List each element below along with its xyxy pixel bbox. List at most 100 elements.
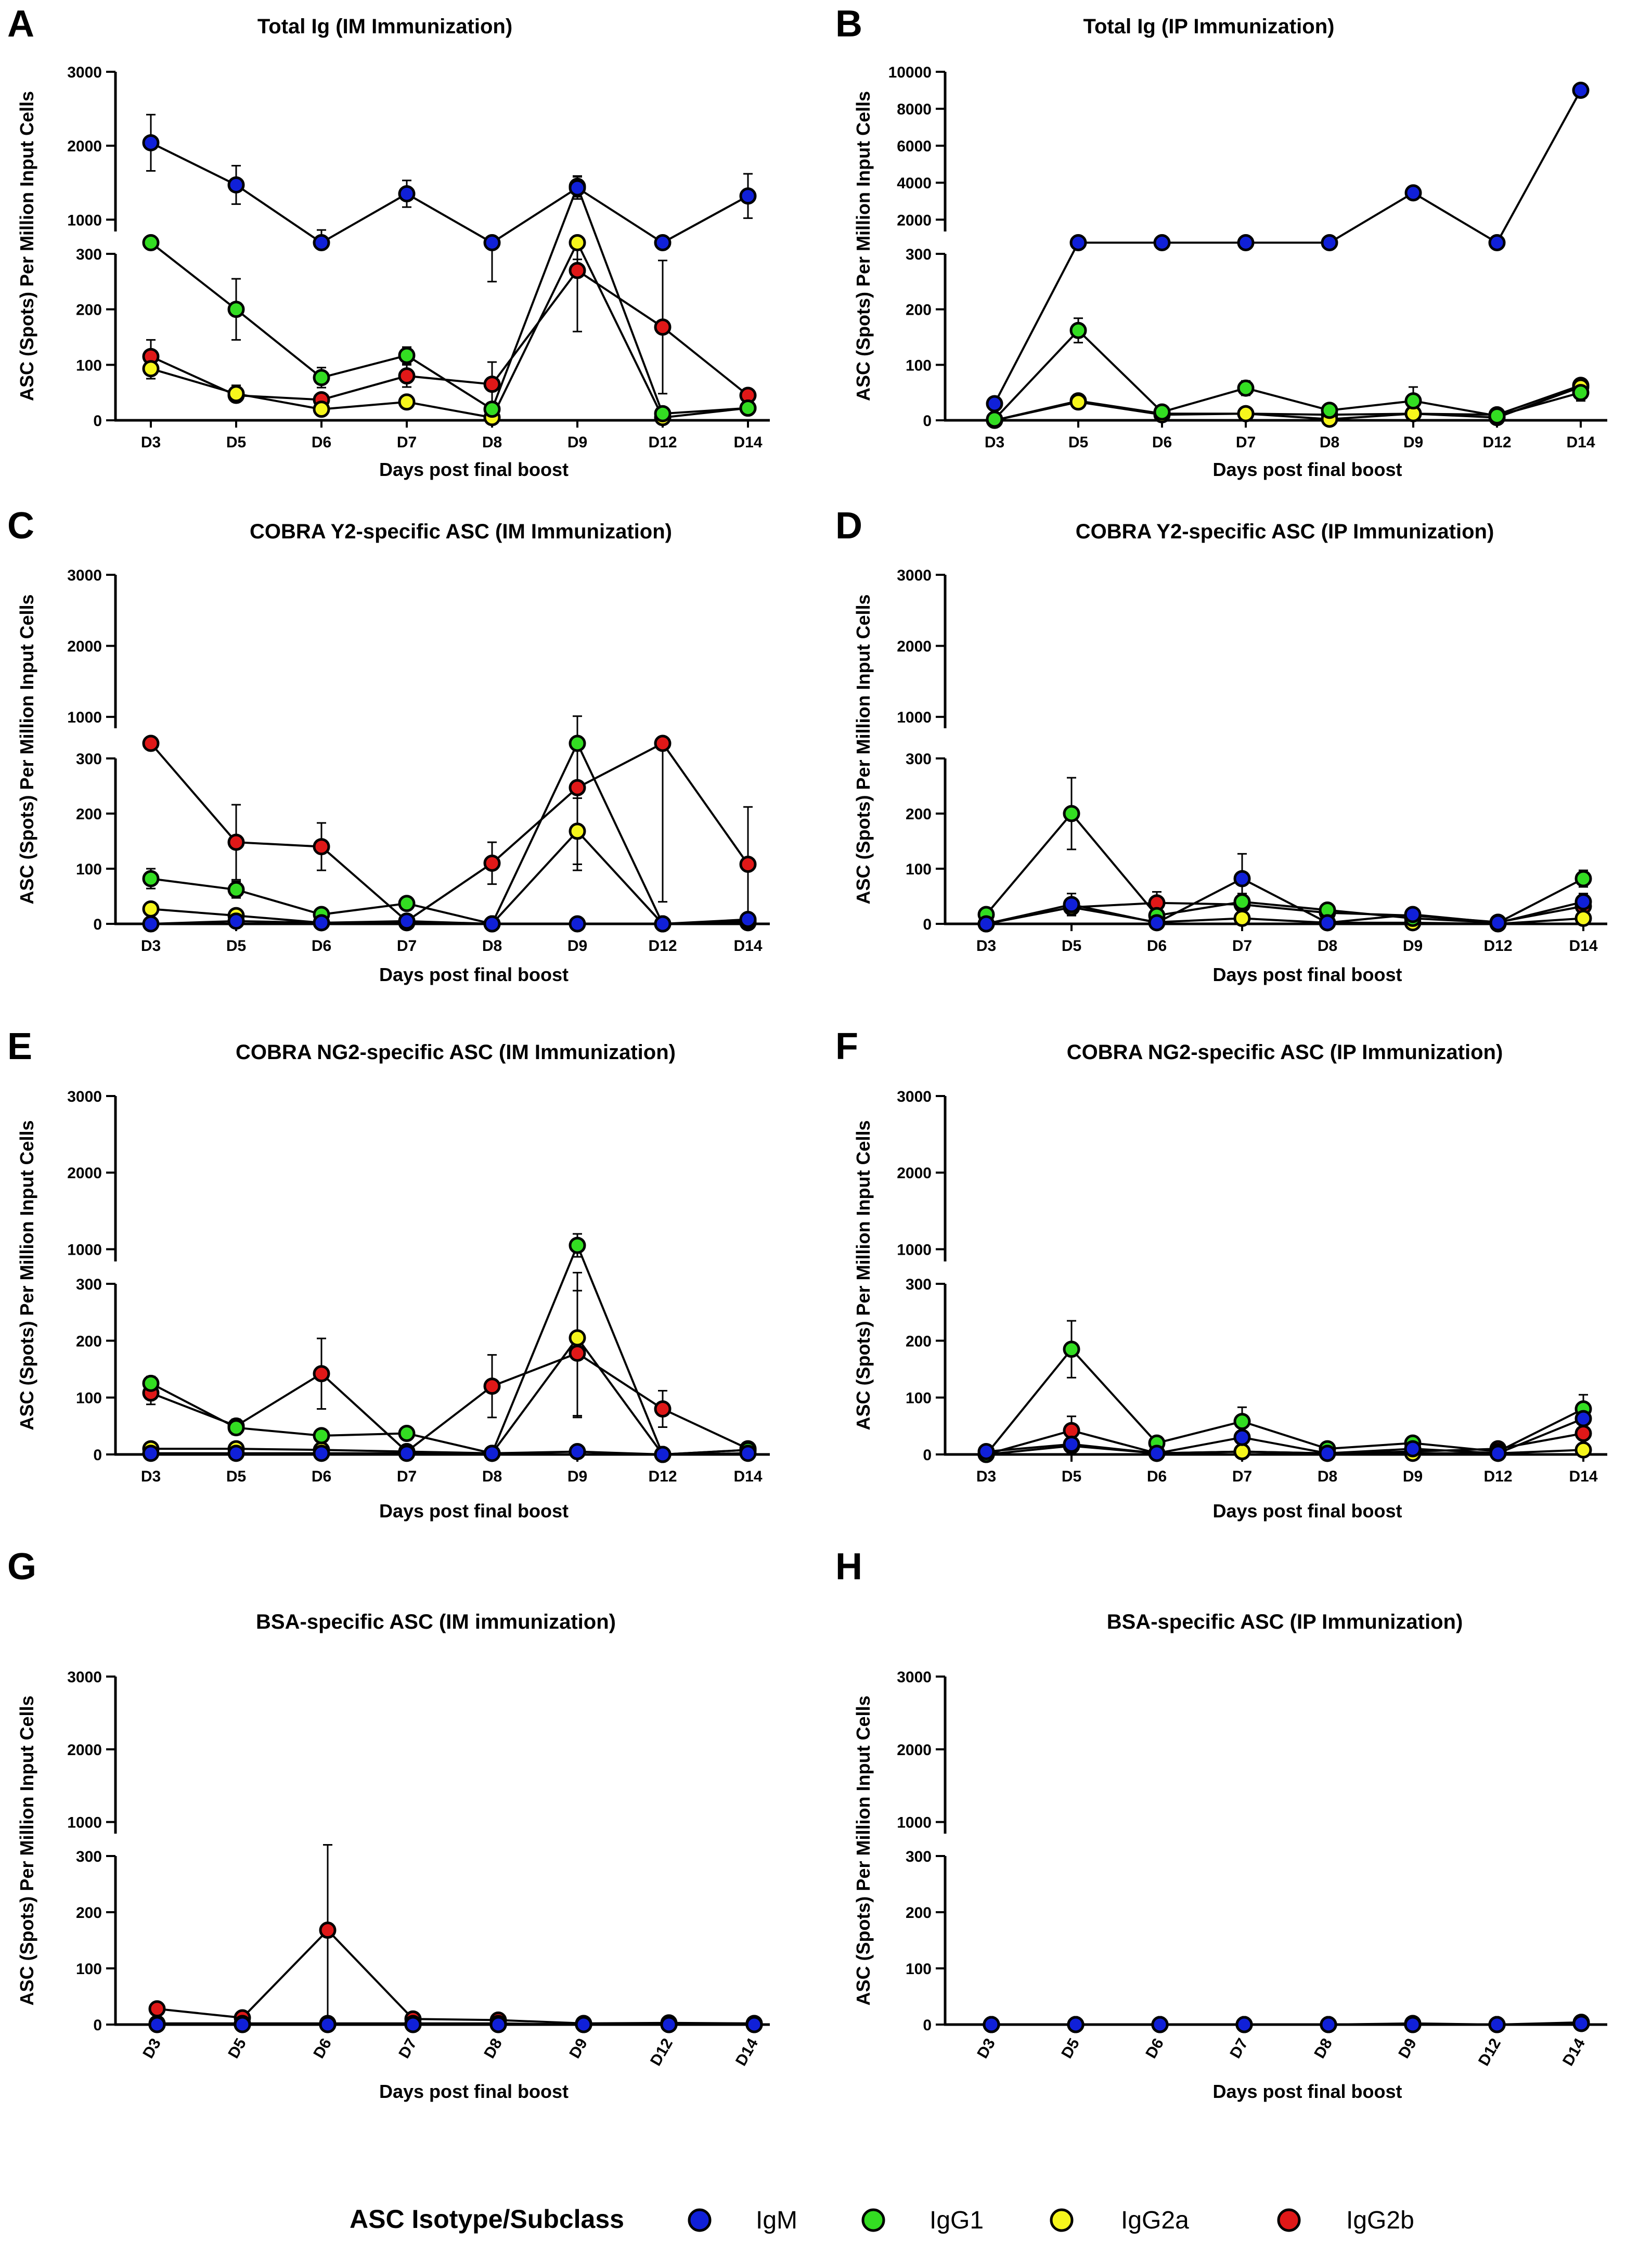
x-tick-label: D6 bbox=[310, 2035, 335, 2061]
data-point-igg1-d5 bbox=[1069, 321, 1087, 339]
y-tick-label: 0 bbox=[923, 916, 932, 933]
data-point-igm-d3 bbox=[986, 395, 1003, 413]
data-point-igg2a-d5 bbox=[1069, 393, 1087, 411]
panel-g: G BSA-specific ASC (IM immunization) ASC (… bbox=[7, 1546, 770, 2102]
x-tick-label: D5 bbox=[226, 434, 246, 451]
data-point-igg2a-d3 bbox=[142, 900, 160, 918]
series-line-igg2a bbox=[151, 1336, 748, 1456]
panel-letter: C bbox=[7, 505, 34, 547]
x-tick-label: D7 bbox=[1236, 434, 1256, 451]
data-point-igg1-d7 bbox=[1233, 893, 1251, 911]
x-tick-label: D12 bbox=[1483, 1468, 1512, 1485]
x-tick-label: D8 bbox=[482, 434, 502, 451]
data-point-igm-d6 bbox=[313, 1445, 330, 1462]
data-point-igg1-d12 bbox=[1488, 407, 1506, 424]
y-tick-label: 300 bbox=[76, 1276, 102, 1293]
y-tick-label: 2000 bbox=[67, 1165, 102, 1182]
x-tick-label: D8 bbox=[1320, 434, 1339, 451]
data-point-igg1-d14 bbox=[739, 400, 757, 417]
series-line-igg2b bbox=[150, 742, 749, 923]
y-axis-label: ASC (Spots) Per Million Input Cells bbox=[853, 91, 874, 401]
x-axis-label: Days post final boost bbox=[379, 2081, 569, 2102]
data-point-igg1-d6 bbox=[1153, 403, 1171, 421]
data-point-igg2b-d12 bbox=[654, 735, 672, 752]
data-point-igm-d8 bbox=[1320, 2016, 1337, 2033]
x-tick-label: D7 bbox=[1232, 1468, 1252, 1485]
data-point-igg2a-d14 bbox=[1574, 909, 1592, 927]
data-point-igm-d6 bbox=[319, 2016, 337, 2033]
data-point-igm-d14 bbox=[745, 2016, 763, 2033]
data-point-igg2a-d3 bbox=[142, 360, 160, 378]
series-line-igm bbox=[993, 89, 1582, 404]
y-axis-label: ASC (Spots) Per Million Input Cells bbox=[16, 1120, 37, 1430]
x-tick-label: D6 bbox=[312, 1468, 331, 1485]
data-point-igg2b-d3 bbox=[148, 2000, 166, 2018]
data-point-igg1-d9 bbox=[569, 735, 586, 752]
x-tick-label: D14 bbox=[733, 937, 762, 955]
x-axis-label: Days post final boost bbox=[379, 1500, 569, 1522]
x-tick-label: D5 bbox=[225, 2035, 250, 2061]
chart-title: COBRA Y2-specific ASC (IP Immunization) bbox=[1076, 520, 1494, 543]
series-line-igg1 bbox=[985, 1347, 1584, 1455]
data-point-igm-d6 bbox=[313, 234, 330, 251]
data-point-igg1-d14 bbox=[1574, 870, 1592, 887]
data-point-igg2b-d9 bbox=[569, 262, 586, 279]
legend-marker-igg2a bbox=[1050, 2208, 1074, 2232]
x-tick-label: D5 bbox=[1062, 1468, 1081, 1485]
y-tick-label: 2000 bbox=[897, 212, 932, 229]
x-tick-label: D12 bbox=[648, 937, 677, 955]
data-point-igm-d14 bbox=[1572, 82, 1590, 99]
x-tick-label: D3 bbox=[139, 2035, 164, 2061]
data-point-igm-d5 bbox=[227, 176, 245, 194]
y-tick-label: 2000 bbox=[897, 1742, 932, 1759]
data-point-igm-d8 bbox=[1319, 1445, 1336, 1462]
data-point-igg1-d9 bbox=[1404, 392, 1422, 410]
x-tick-label: D3 bbox=[141, 937, 161, 955]
x-tick-label: D12 bbox=[648, 1468, 677, 1485]
y-tick-label: 0 bbox=[923, 1447, 932, 1464]
y-tick-label: 3000 bbox=[67, 567, 102, 584]
y-tick-label: 2000 bbox=[897, 638, 932, 655]
data-point-igm-d14 bbox=[739, 911, 757, 929]
data-point-igm-d8 bbox=[483, 1445, 501, 1462]
x-tick-label: D9 bbox=[567, 1468, 587, 1485]
y-tick-label: 1000 bbox=[897, 1241, 932, 1258]
y-tick-label: 1000 bbox=[67, 709, 102, 726]
data-point-igm-d6 bbox=[1148, 1445, 1166, 1462]
data-point-igm-d3 bbox=[142, 1445, 160, 1462]
y-tick-label: 3000 bbox=[67, 1669, 102, 1686]
data-point-igg1-d7 bbox=[1233, 1413, 1251, 1431]
panel-letter: G bbox=[7, 1546, 36, 1588]
series-line-igg1 bbox=[150, 741, 748, 925]
legend-item-igm: IgM bbox=[688, 2207, 797, 2234]
data-point-igm-d5 bbox=[227, 912, 245, 930]
y-tick-label: 0 bbox=[93, 916, 102, 933]
x-tick-label: D9 bbox=[1403, 937, 1423, 955]
data-point-igg2b-d14 bbox=[739, 856, 757, 873]
x-tick-label: D8 bbox=[482, 937, 502, 955]
x-tick-label: D7 bbox=[397, 434, 417, 451]
data-point-igg1-d5 bbox=[227, 881, 245, 898]
x-tick-label: D3 bbox=[985, 434, 1004, 451]
data-point-igg2b-d9 bbox=[569, 779, 586, 796]
data-point-igm-d6 bbox=[1148, 914, 1166, 932]
data-point-igm-d14 bbox=[1572, 2015, 1590, 2032]
data-point-igm-d12 bbox=[654, 915, 672, 933]
y-tick-label: 3000 bbox=[67, 64, 102, 81]
legend-item-igg2a: IgG2a bbox=[1050, 2207, 1189, 2234]
x-tick-label: D5 bbox=[226, 1468, 246, 1485]
data-point-igm-d3 bbox=[977, 1443, 995, 1461]
data-point-igm-d8 bbox=[483, 915, 501, 933]
x-tick-label: D12 bbox=[1482, 434, 1511, 451]
data-point-igm-d6 bbox=[1153, 234, 1171, 251]
y-tick-label: 100 bbox=[906, 861, 932, 878]
chart-title: Total Ig (IP Immunization) bbox=[1083, 15, 1335, 38]
panel-letter: D bbox=[835, 505, 862, 547]
data-point-igg1-d7 bbox=[398, 895, 416, 912]
y-axis-label: ASC (Spots) Per Million Input Cells bbox=[16, 91, 37, 401]
data-point-igg2a-d9 bbox=[569, 822, 586, 840]
data-point-igm-d5 bbox=[227, 1445, 245, 1462]
data-point-igm-d5 bbox=[1063, 1435, 1080, 1453]
y-tick-label: 0 bbox=[93, 1447, 102, 1464]
data-point-igg2b-d14 bbox=[1574, 1425, 1592, 1442]
